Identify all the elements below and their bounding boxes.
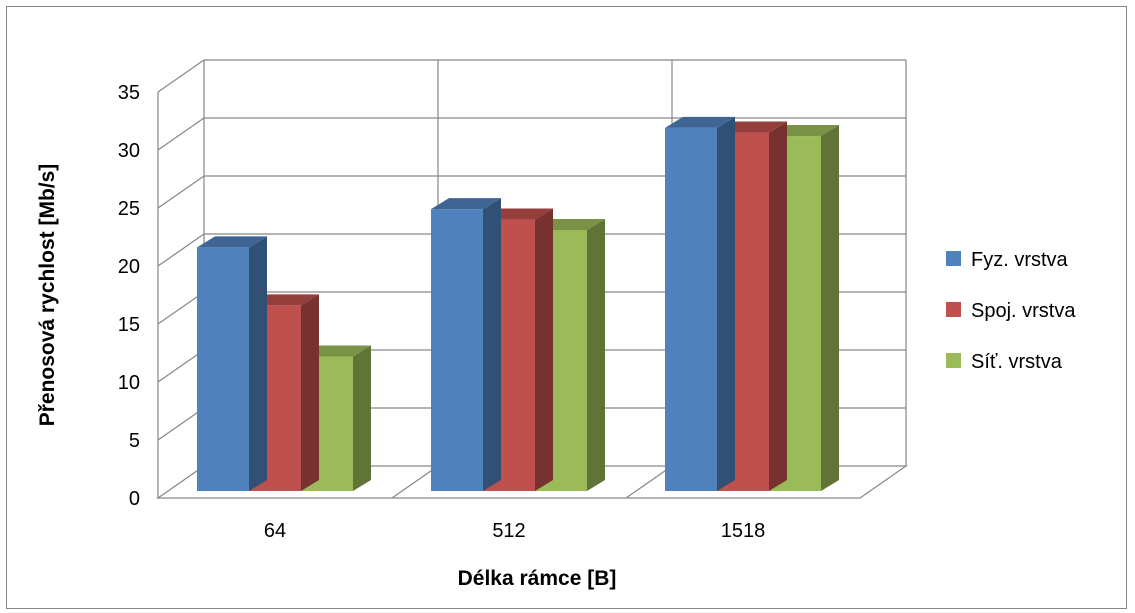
legend-swatch — [946, 251, 961, 266]
floor-divider — [625, 465, 673, 499]
bar — [197, 236, 267, 491]
x-axis-title: Délka rámce [B] — [458, 567, 617, 590]
bar-side — [353, 345, 371, 491]
bar-top — [197, 236, 267, 248]
y-tick-label: 0 — [129, 488, 140, 510]
y-tick-label: 35 — [118, 82, 140, 104]
bar-top — [431, 198, 501, 210]
y-tick-label: 5 — [129, 430, 140, 452]
bar-side — [483, 198, 501, 491]
bar-top — [665, 116, 735, 128]
bar — [431, 198, 501, 491]
bar-front — [431, 209, 483, 491]
gridline — [157, 59, 906, 93]
legend-label: Fyz. vrstva — [971, 249, 1069, 271]
y-tick-labels: 0 5 10 15 20 25 30 35 — [118, 82, 140, 510]
legend-label: Spoj. vrstva — [971, 300, 1076, 322]
bar-side — [301, 294, 319, 491]
gridline — [157, 117, 906, 151]
bar-side — [535, 208, 553, 491]
y-tick-label: 25 — [118, 198, 140, 220]
bar-side — [249, 236, 267, 491]
x-tick-label: 512 — [492, 520, 525, 542]
y-tick-label: 20 — [118, 256, 140, 278]
y-tick-label: 10 — [118, 372, 140, 394]
y-axis-title: Přenosová rychlost [Mb/s] — [36, 164, 59, 427]
legend-swatch — [946, 302, 961, 317]
legend-swatch — [946, 353, 961, 368]
bar-side — [717, 116, 735, 492]
floor-divider — [391, 465, 439, 499]
y-tick-label: 30 — [118, 140, 140, 162]
bar-front — [665, 127, 717, 492]
bars — [197, 116, 839, 492]
legend-label: Síť. vrstva — [971, 351, 1063, 373]
legend: Fyz. vrstva Spoj. vrstva Síť. vrstva — [946, 249, 1076, 373]
bar — [665, 116, 735, 492]
bar-front — [197, 247, 249, 491]
bar-side — [769, 121, 787, 491]
y-tick-label: 15 — [118, 314, 140, 336]
bar-side — [587, 219, 605, 491]
x-tick-labels: 64 512 1518 — [264, 520, 765, 542]
bar-side — [821, 125, 839, 491]
x-tick-label: 1518 — [721, 520, 766, 542]
x-tick-label: 64 — [264, 520, 286, 542]
